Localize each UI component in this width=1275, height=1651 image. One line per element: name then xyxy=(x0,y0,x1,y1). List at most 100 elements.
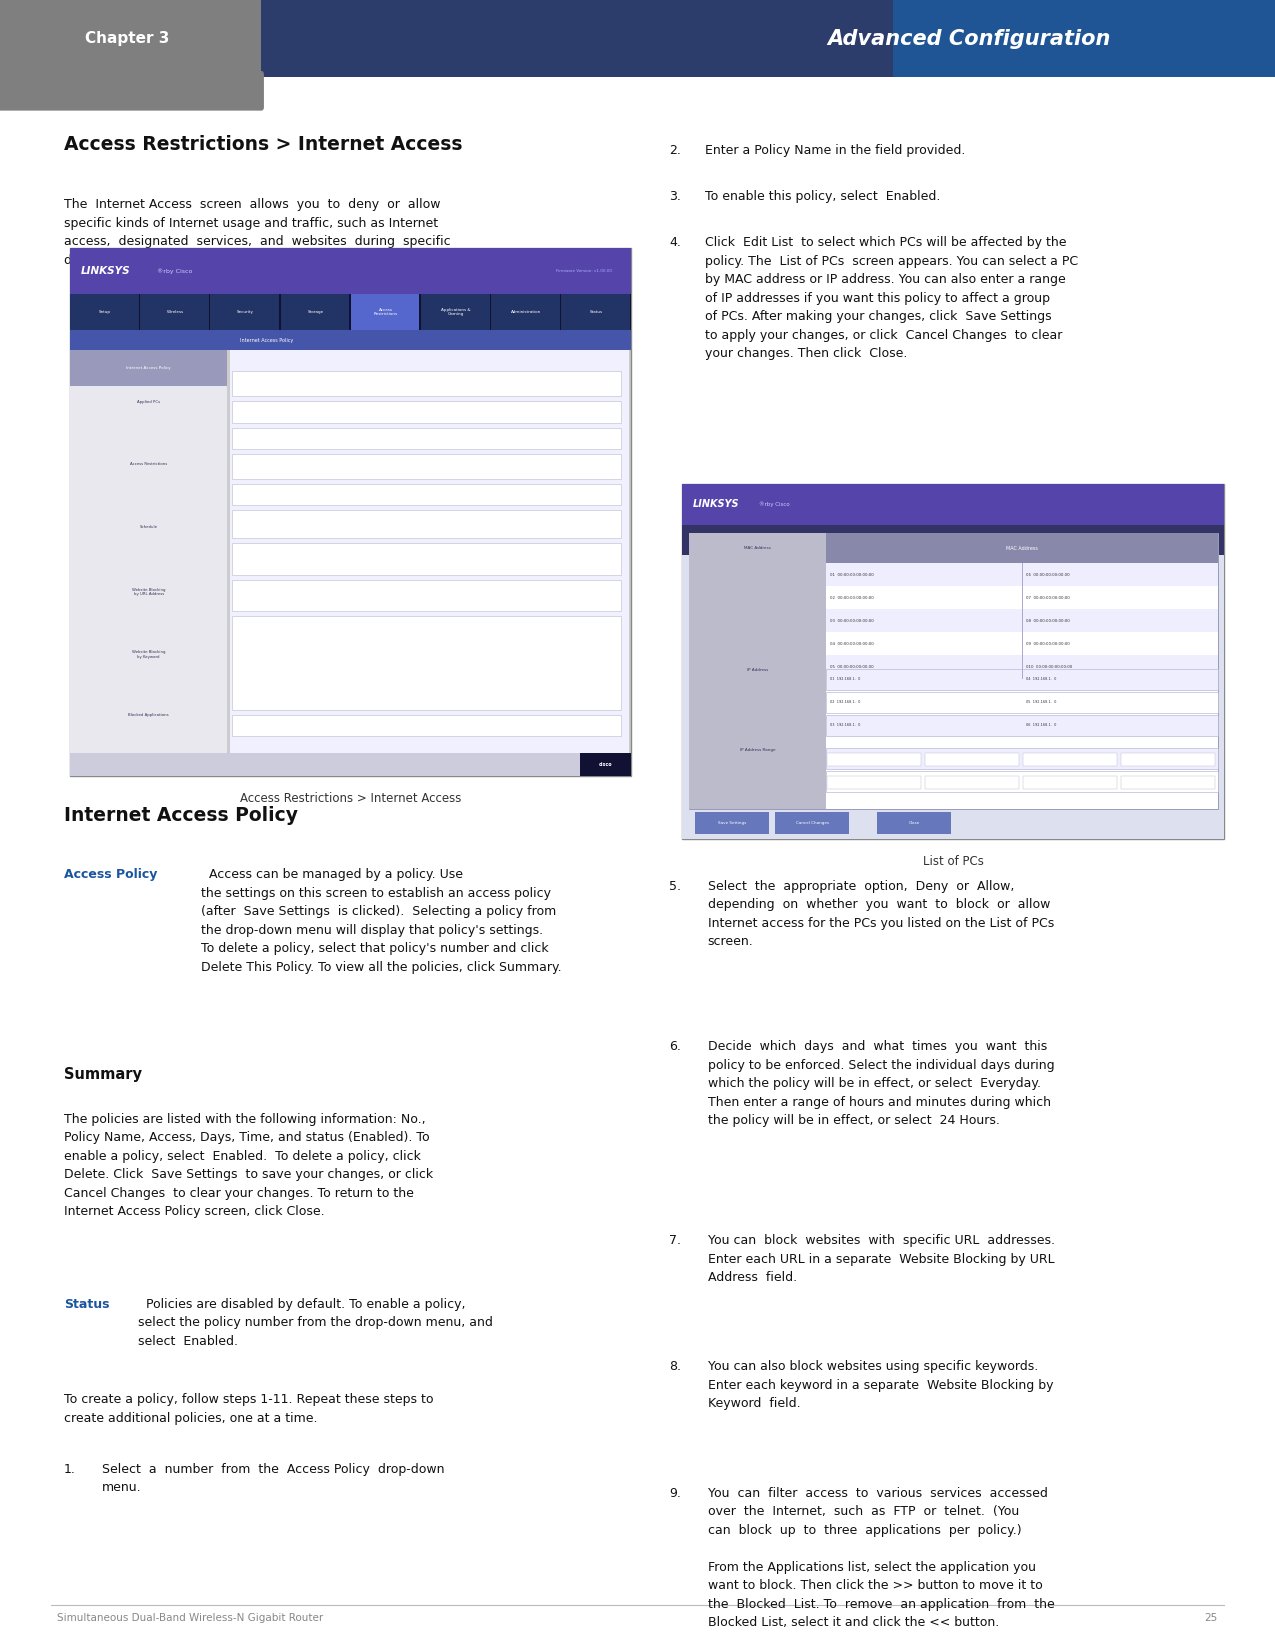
Bar xyxy=(682,525,1224,555)
Bar xyxy=(682,484,1224,839)
Text: MAC Address: MAC Address xyxy=(743,546,770,550)
Bar xyxy=(826,692,1218,713)
Bar xyxy=(688,533,1218,809)
Text: Cancel Changes: Cancel Changes xyxy=(796,821,829,826)
Bar xyxy=(827,776,922,789)
Text: Schedule: Schedule xyxy=(140,525,158,528)
Text: You can  block  websites  with  specific URL  addresses.
Enter each URL in a sep: You can block websites with specific URL… xyxy=(708,1235,1054,1284)
Text: 06  00:00:00:00:00:00: 06 00:00:00:00:00:00 xyxy=(1025,573,1070,576)
Bar xyxy=(826,632,1218,655)
Bar xyxy=(1023,776,1117,789)
Text: 25: 25 xyxy=(1205,1613,1218,1623)
Text: 05  192.168.1.  0: 05 192.168.1. 0 xyxy=(1025,700,1056,703)
Text: List of PCs: List of PCs xyxy=(938,537,968,543)
Bar xyxy=(232,580,621,611)
Text: 7.: 7. xyxy=(669,1235,681,1247)
Bar xyxy=(926,753,1019,766)
Text: 02  192.168.1.  0: 02 192.168.1. 0 xyxy=(830,700,861,703)
Bar xyxy=(261,0,1275,78)
FancyBboxPatch shape xyxy=(0,71,264,111)
Text: Website Blocking
by URL Address: Website Blocking by URL Address xyxy=(131,588,166,596)
Text: To create a policy, follow steps 1-11. Repeat these steps to
create additional p: To create a policy, follow steps 1-11. R… xyxy=(64,1393,434,1425)
Bar xyxy=(232,484,621,505)
Text: Decide  which  days  and  what  times  you  want  this
policy to be enforced. Se: Decide which days and what times you wan… xyxy=(708,1040,1054,1128)
Text: You  can  filter  access  to  various  services  accessed
over  the  Internet,  : You can filter access to various service… xyxy=(708,1486,1054,1630)
Text: Status: Status xyxy=(589,310,603,314)
Bar xyxy=(280,294,349,330)
Bar xyxy=(232,401,621,423)
Text: Setup: Setup xyxy=(99,310,111,314)
Text: 04  00:00:00:00:00:00: 04 00:00:00:00:00:00 xyxy=(830,642,873,646)
Bar xyxy=(1021,563,1023,586)
Text: 08  00:00:00:00:00:00: 08 00:00:00:00:00:00 xyxy=(1025,619,1070,622)
Bar xyxy=(70,294,631,330)
Text: Chapter 3: Chapter 3 xyxy=(85,31,170,46)
Text: Advanced Configuration: Advanced Configuration xyxy=(827,28,1111,50)
Text: Policies are disabled by default. To enable a policy,
select the policy number f: Policies are disabled by default. To ena… xyxy=(138,1298,492,1347)
Text: 05  00:00:00:00:00:00: 05 00:00:00:00:00:00 xyxy=(830,665,873,669)
Bar xyxy=(232,371,621,396)
Text: Simultaneous Dual-Band Wireless-N Gigabit Router: Simultaneous Dual-Band Wireless-N Gigabi… xyxy=(57,1613,324,1623)
Bar xyxy=(232,454,621,479)
Bar xyxy=(682,484,1224,525)
Bar xyxy=(1023,753,1117,766)
Bar xyxy=(826,586,1218,609)
Bar xyxy=(1021,655,1023,679)
Text: 1.: 1. xyxy=(64,1463,75,1476)
Text: 02  00:00:00:00:00:00: 02 00:00:00:00:00:00 xyxy=(830,596,873,599)
Text: Access
Restrictions: Access Restrictions xyxy=(374,307,398,317)
Bar xyxy=(826,563,1218,586)
Text: Click  Edit List  to select which PCs will be affected by the
policy. The  List : Click Edit List to select which PCs will… xyxy=(705,236,1079,360)
Bar xyxy=(351,294,419,330)
Bar xyxy=(70,248,631,776)
Text: Internet Access Policy: Internet Access Policy xyxy=(240,337,293,343)
Text: The  Internet Access  screen  allows  you  to  deny  or  allow
specific kinds of: The Internet Access screen allows you to… xyxy=(64,198,450,266)
Text: Enter a Policy Name in the field provided.: Enter a Policy Name in the field provide… xyxy=(705,144,965,157)
Bar xyxy=(826,715,1218,736)
Bar xyxy=(1021,586,1023,609)
Bar xyxy=(70,350,227,386)
Bar xyxy=(70,248,631,294)
Text: 010  00:00:00:00:00:00: 010 00:00:00:00:00:00 xyxy=(1025,665,1072,669)
Text: 03  192.168.1.  0: 03 192.168.1. 0 xyxy=(830,723,861,726)
Text: Firmware Version: v1.00.00: Firmware Version: v1.00.00 xyxy=(556,269,612,272)
Bar xyxy=(695,812,769,834)
Text: 01  192.168.1.  0: 01 192.168.1. 0 xyxy=(830,677,861,680)
Text: Save Settings: Save Settings xyxy=(718,821,746,826)
Bar xyxy=(682,525,1224,839)
Text: Access Restrictions > Internet Access: Access Restrictions > Internet Access xyxy=(64,135,463,155)
Text: 2.: 2. xyxy=(669,144,681,157)
Text: 5.: 5. xyxy=(669,880,681,893)
Bar xyxy=(232,715,621,736)
Text: LINKSYS: LINKSYS xyxy=(80,266,130,276)
Text: 03  00:00:00:00:00:00: 03 00:00:00:00:00:00 xyxy=(830,619,873,622)
Text: Administration: Administration xyxy=(511,310,541,314)
Text: cisco: cisco xyxy=(599,761,612,768)
Bar xyxy=(826,609,1218,632)
Bar xyxy=(421,294,490,330)
Bar xyxy=(232,428,621,449)
Text: 09  00:00:00:00:00:00: 09 00:00:00:00:00:00 xyxy=(1025,642,1070,646)
Text: Access Restrictions > Internet Access: Access Restrictions > Internet Access xyxy=(240,792,462,806)
Text: Internet Access Policy: Internet Access Policy xyxy=(64,806,298,826)
Text: To enable this policy, select  Enabled.: To enable this policy, select Enabled. xyxy=(705,190,941,203)
Bar xyxy=(140,294,209,330)
Text: 6.: 6. xyxy=(669,1040,681,1053)
Text: 01  00:00:00:00:00:00: 01 00:00:00:00:00:00 xyxy=(830,573,873,576)
Text: Security: Security xyxy=(237,310,254,314)
Text: Status: Status xyxy=(64,1298,110,1311)
Bar xyxy=(70,753,631,776)
Bar xyxy=(775,812,849,834)
Text: 4.: 4. xyxy=(669,236,681,249)
Bar xyxy=(877,812,951,834)
Bar xyxy=(0,0,261,78)
Bar xyxy=(826,748,1218,769)
Text: Select  the  appropriate  option,  Deny  or  Allow,
depending  on  whether  you : Select the appropriate option, Deny or A… xyxy=(708,880,1054,948)
Text: ®rby Cisco: ®rby Cisco xyxy=(157,267,193,274)
Text: 04  192.168.1.  0: 04 192.168.1. 0 xyxy=(1025,677,1056,680)
Text: IP Address: IP Address xyxy=(747,669,768,672)
Text: Summary: Summary xyxy=(64,1067,142,1081)
Bar xyxy=(827,753,922,766)
Bar xyxy=(892,0,1275,78)
Text: Applications &
Gaming: Applications & Gaming xyxy=(441,307,470,317)
